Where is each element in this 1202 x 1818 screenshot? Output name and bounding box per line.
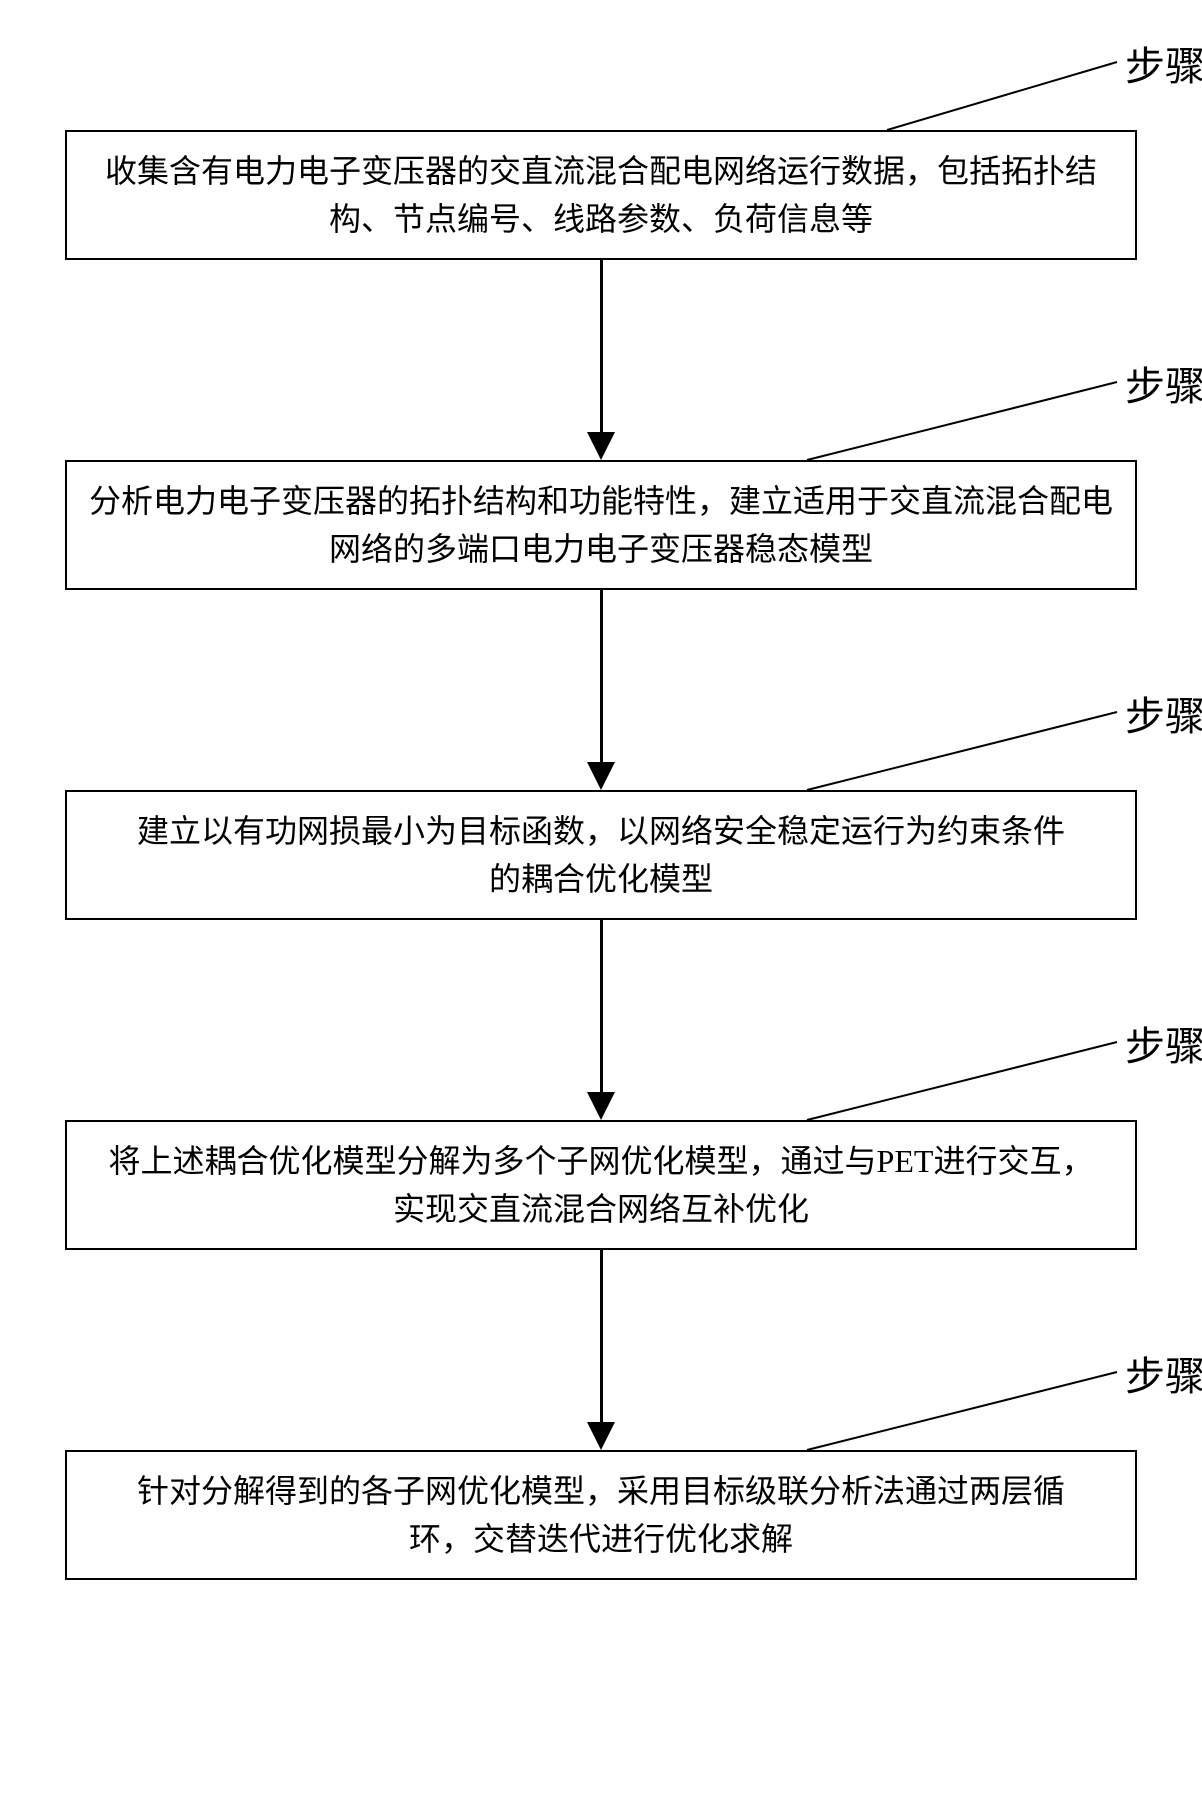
- step-4-text: 将上述耦合优化模型分解为多个子网优化模型，通过与PET进行交互，实现交直流混合网…: [107, 1137, 1095, 1233]
- step-4-label: 步骤4: [1125, 1017, 1202, 1077]
- step-2-box: 分析电力电子变压器的拓扑结构和功能特性，建立适用于交直流混合配电网络的多端口电力…: [65, 460, 1137, 590]
- step-5-box: 针对分解得到的各子网优化模型，采用目标级联分析法通过两层循环，交替迭代进行优化求…: [65, 1450, 1137, 1580]
- step-5-text: 针对分解得到的各子网优化模型，采用目标级联分析法通过两层循环，交替迭代进行优化求…: [127, 1467, 1075, 1563]
- step-5-label-line: [67, 1352, 1139, 1452]
- step-2-label-line: [67, 362, 1139, 462]
- step-2-label: 步骤2: [1125, 357, 1202, 417]
- step-2-text: 分析电力电子变压器的拓扑结构和功能特性，建立适用于交直流混合配电网络的多端口电力…: [87, 477, 1115, 573]
- step-4-label-line: [67, 1022, 1139, 1122]
- flowchart-container: 收集含有电力电子变压器的交直流混合配电网络运行数据，包括拓扑结构、节点编号、线路…: [0, 40, 1202, 1580]
- step-5-label: 步骤5: [1125, 1347, 1202, 1407]
- step-3-label-wrap: 建立以有功网损最小为目标函数，以网络安全稳定运行为约束条件的耦合优化模型 步骤3: [0, 790, 1202, 920]
- step-2-label-wrap: 分析电力电子变压器的拓扑结构和功能特性，建立适用于交直流混合配电网络的多端口电力…: [0, 460, 1202, 590]
- step-1-label-line: [67, 42, 1139, 132]
- step-1-text: 收集含有电力电子变压器的交直流混合配电网络运行数据，包括拓扑结构、节点编号、线路…: [87, 147, 1115, 243]
- step-1-label: 步骤1: [1125, 37, 1202, 97]
- step-1-label-wrap: 收集含有电力电子变压器的交直流混合配电网络运行数据，包括拓扑结构、节点编号、线路…: [0, 40, 1202, 260]
- step-4-label-wrap: 将上述耦合优化模型分解为多个子网优化模型，通过与PET进行交互，实现交直流混合网…: [0, 1120, 1202, 1250]
- step-3-box: 建立以有功网损最小为目标函数，以网络安全稳定运行为约束条件的耦合优化模型 步骤3: [65, 790, 1137, 920]
- step-5-label-wrap: 针对分解得到的各子网优化模型，采用目标级联分析法通过两层循环，交替迭代进行优化求…: [0, 1450, 1202, 1580]
- step-3-label-line: [67, 692, 1139, 792]
- step-3-label: 步骤3: [1125, 687, 1202, 747]
- step-1-box: 收集含有电力电子变压器的交直流混合配电网络运行数据，包括拓扑结构、节点编号、线路…: [65, 130, 1137, 260]
- step-4-box: 将上述耦合优化模型分解为多个子网优化模型，通过与PET进行交互，实现交直流混合网…: [65, 1120, 1137, 1250]
- step-3-text: 建立以有功网损最小为目标函数，以网络安全稳定运行为约束条件的耦合优化模型: [127, 807, 1075, 903]
